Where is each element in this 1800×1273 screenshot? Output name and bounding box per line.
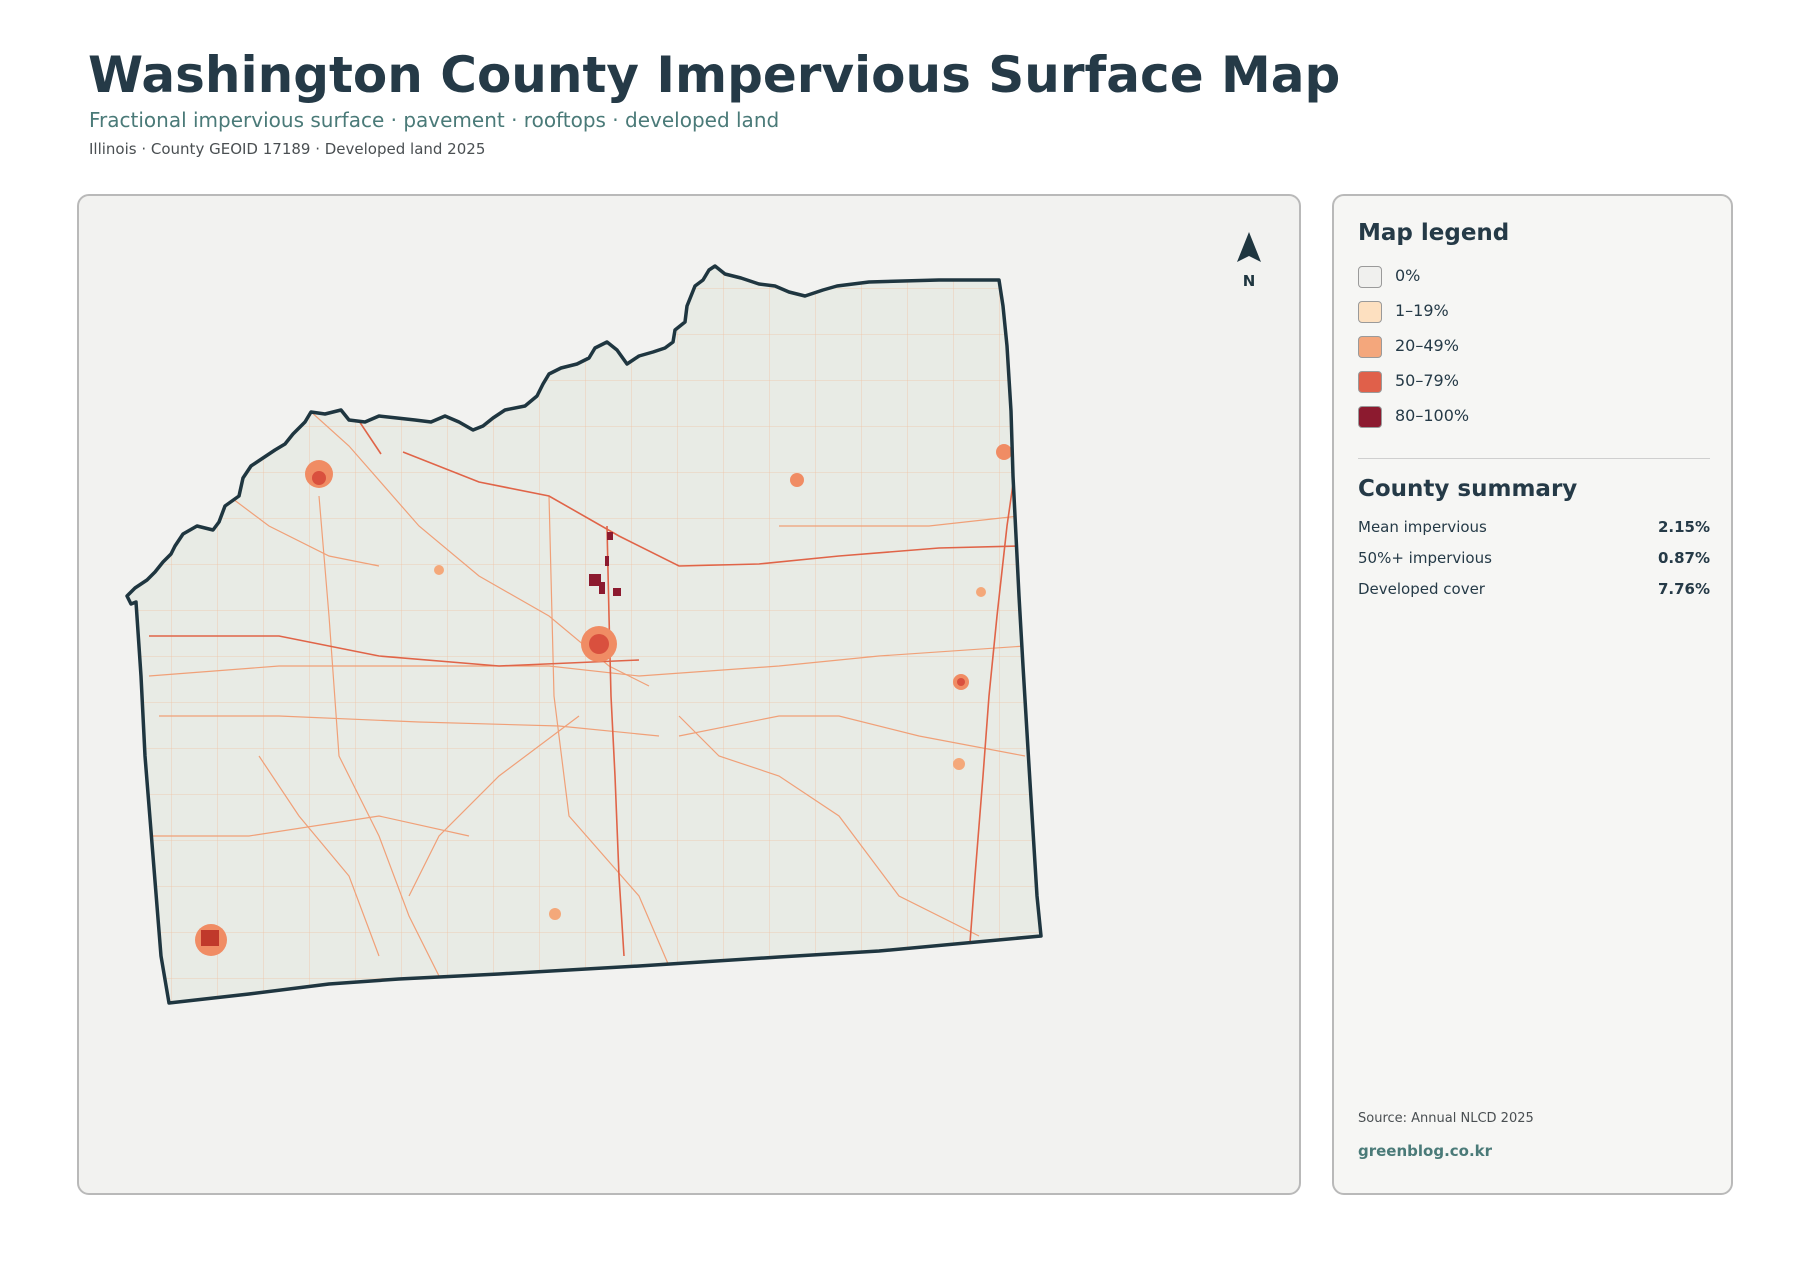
stat-value: 7.76%	[1657, 580, 1710, 598]
secondary-roads	[148, 409, 1026, 977]
brand-link[interactable]: greenblog.co.kr	[1358, 1142, 1493, 1160]
stat-label: Developed cover	[1358, 580, 1485, 598]
page-title: Washington County Impervious Surface Map	[88, 46, 1341, 104]
north-arrow-icon	[1237, 232, 1261, 262]
stat-row-developed: Developed cover 7.76%	[1358, 580, 1710, 600]
page-meta: Illinois · County GEOID 17189 · Develope…	[89, 140, 486, 158]
stat-row-50plus: 50%+ impervious 0.87%	[1358, 549, 1710, 569]
legend-swatch	[1358, 301, 1382, 323]
legend-label: 1–19%	[1395, 301, 1449, 320]
legend-label: 80–100%	[1395, 406, 1470, 425]
legend-swatch	[1358, 266, 1382, 288]
legend-label: 20–49%	[1395, 336, 1459, 355]
map-canvas[interactable]: N	[79, 196, 1301, 1195]
north-label: N	[1243, 272, 1256, 290]
legend-panel: Map legend 0% 1–19% 20–49% 50–79% 80–100…	[1332, 194, 1733, 1195]
source-text: Source: Annual NLCD 2025	[1358, 1111, 1534, 1126]
legend-title: Map legend	[1358, 220, 1510, 246]
map-panel[interactable]: N	[77, 194, 1301, 1195]
legend-swatch	[1358, 371, 1382, 393]
summary-title: County summary	[1358, 476, 1578, 502]
county-boundary	[125, 264, 1043, 1005]
legend-divider	[1358, 458, 1710, 459]
road-grid	[127, 266, 1041, 1003]
legend-label: 0%	[1395, 266, 1421, 285]
stat-value: 2.15%	[1657, 518, 1710, 536]
legend-swatch	[1358, 406, 1382, 428]
north-arrow: N	[1237, 232, 1261, 290]
stat-value: 0.87%	[1657, 549, 1710, 567]
page-subtitle: Fractional impervious surface · pavement…	[89, 108, 780, 132]
county-raster	[127, 266, 1041, 1003]
stat-label: Mean impervious	[1358, 518, 1487, 536]
stat-row-mean: Mean impervious 2.15%	[1358, 518, 1710, 538]
legend-label: 50–79%	[1395, 371, 1459, 390]
stat-label: 50%+ impervious	[1358, 549, 1492, 567]
urban-areas	[195, 444, 1012, 956]
legend-swatch	[1358, 336, 1382, 358]
